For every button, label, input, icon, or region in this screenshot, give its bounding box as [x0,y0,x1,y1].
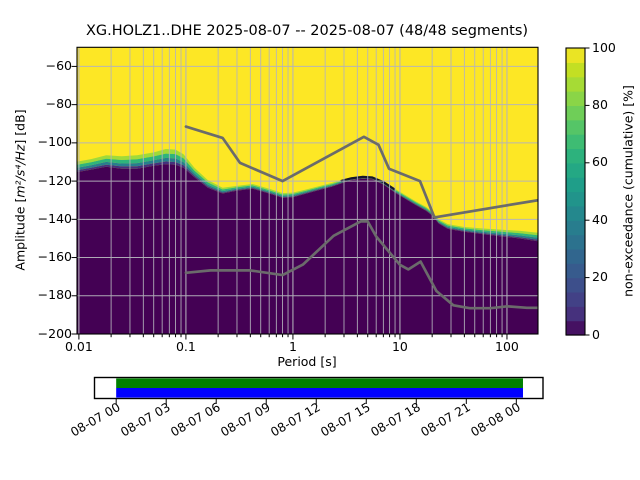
colorbar-label: non-exceedance (cumulative) [%] [620,85,636,297]
colorbar-step [566,148,585,164]
y-axis-label: Amplitude [m²/s⁴/Hz] [dB] [13,109,28,270]
colorbar-step [566,105,585,121]
colorbar-step [566,134,585,150]
colorbar-step [566,234,585,250]
colorbar-step [566,76,585,92]
grid-layer [77,47,538,334]
timeline-tick-label: 08-07 03 [118,400,172,440]
colorbar-step [566,91,585,106]
x-tick-label: 0.1 [175,339,196,354]
y-tick-label: −120 [37,172,72,188]
colorbar-step [566,205,585,221]
y-axis-label-prefix: Amplitude [ [12,197,28,271]
colorbar-step [566,291,585,307]
colorbar-step [566,62,585,78]
y-tick-label: −80 [45,96,72,112]
timeline-tick-label: 08-08 00 [468,400,522,440]
low-noise-model-line [184,220,538,310]
colorbar-step [566,220,585,236]
x-tick-label: 10 [391,339,408,354]
transition-band-strip [77,153,538,238]
colorbar-tick-label: 80 [592,96,608,112]
heatmap-layer [77,47,538,335]
transition-band-strip [77,157,538,240]
timeline-tick-label: 08-07 18 [368,400,422,440]
timeline-tick-label: 08-07 09 [218,400,272,440]
plot-border [76,46,539,335]
transition-band-strip [77,149,538,236]
colorbar-step [566,277,585,293]
colorbar-tick-label: 40 [592,211,608,227]
x-axis-label: Period [s] [277,354,337,369]
y-tick-label: −60 [45,57,72,73]
timeline-tick-label: 08-07 06 [168,400,222,440]
colorbar-step [566,162,585,178]
colorbar-tick-label: 60 [592,154,608,170]
zero-percent-region [77,164,538,334]
colorbar-step [566,191,585,207]
y-tick-label: −100 [37,134,72,150]
axis-ticks-layer [71,65,508,340]
timeline-tick-label: 08-07 12 [268,400,322,440]
colorbar-border [565,47,586,336]
timeline-tick-label: 08-07 21 [418,400,472,440]
colorbar-step [566,119,585,135]
colorbar-tick-label: 20 [592,269,608,285]
colorbar-step [566,306,585,322]
colorbar-step [566,320,585,336]
y-tick-label: −140 [37,210,72,226]
timeline-data-coverage-bar [116,388,523,398]
colorbar [565,47,590,336]
colorbar-step [566,177,585,193]
x-tick-label: 100 [495,339,519,354]
x-tick-label: 1 [288,339,297,354]
timeline-psd-coverage-bar [116,378,523,388]
colorbar-tick-label: 0 [592,326,600,342]
timeline-tick-label: 08-07 15 [318,400,372,440]
y-axis-label-suffix: ] [dB] [12,109,28,145]
timeline-tick-label: 08-07 00 [68,400,122,440]
y-axis-label-units: m²/s⁴/Hz [12,144,28,198]
y-tick-label: −160 [37,249,72,265]
colorbar-step [566,263,585,279]
plot-title: XG.HOLZ1..DHE 2025-08-07 -- 2025-08-07 (… [85,23,529,39]
noise-model-layer [184,125,538,310]
y-tick-label: −180 [37,287,72,303]
colorbar-step [566,248,585,264]
colorbar-tick-label: 100 [592,39,616,55]
y-tick-label: −200 [37,325,72,341]
x-tick-label: 0.01 [64,339,93,354]
high-noise-model-line [184,125,538,219]
colorbar-step [566,48,585,63]
